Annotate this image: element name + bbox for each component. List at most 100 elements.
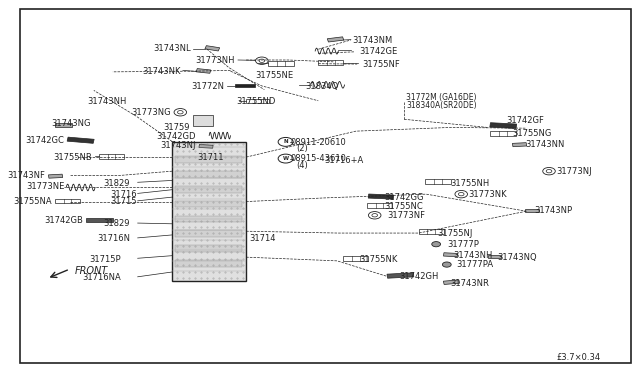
Text: 31715: 31715 <box>110 197 136 206</box>
Circle shape <box>177 110 183 114</box>
Text: 31773NE: 31773NE <box>26 182 65 191</box>
Bar <box>235 84 255 87</box>
Text: 31834Q: 31834Q <box>306 82 339 91</box>
Bar <box>368 194 394 199</box>
Bar <box>318 60 343 65</box>
Circle shape <box>432 241 440 247</box>
Circle shape <box>372 214 378 217</box>
Text: 31743NN: 31743NN <box>525 140 564 149</box>
Text: 31742GC: 31742GC <box>26 136 65 145</box>
Bar <box>175 231 242 237</box>
Text: 31829: 31829 <box>104 219 130 228</box>
Bar <box>175 201 242 208</box>
Circle shape <box>458 192 464 196</box>
Text: 31773NK: 31773NK <box>468 190 508 199</box>
Text: 31743NJ: 31743NJ <box>161 141 196 151</box>
Bar <box>55 124 72 127</box>
Bar <box>49 174 63 178</box>
Text: 31742GF: 31742GF <box>506 116 544 125</box>
Bar <box>86 218 113 222</box>
Bar <box>419 230 444 234</box>
Bar <box>175 216 242 222</box>
Text: 31743NQ: 31743NQ <box>497 253 536 262</box>
Text: 31714: 31714 <box>250 234 276 243</box>
Text: 31743NM: 31743NM <box>353 36 393 45</box>
Text: £3.7×0.34: £3.7×0.34 <box>557 353 601 362</box>
Bar <box>55 199 80 203</box>
Bar <box>425 179 451 184</box>
Text: 31755ND: 31755ND <box>237 97 276 106</box>
Bar <box>367 203 392 208</box>
Bar <box>490 123 516 128</box>
Text: 31716+A: 31716+A <box>324 156 364 165</box>
Bar <box>172 141 246 280</box>
Text: (4): (4) <box>296 161 308 170</box>
Text: 31742GG: 31742GG <box>384 193 424 202</box>
Text: 31742GE: 31742GE <box>359 47 397 56</box>
Text: 31755NC: 31755NC <box>384 202 423 211</box>
Bar <box>513 142 527 147</box>
Text: 31742GD: 31742GD <box>157 132 196 141</box>
Bar <box>246 99 269 103</box>
Bar <box>196 68 211 73</box>
Text: 31772M (GA16DE): 31772M (GA16DE) <box>406 93 477 102</box>
Text: 31755NF: 31755NF <box>362 60 400 69</box>
Bar <box>99 154 124 158</box>
Bar <box>205 46 220 51</box>
Circle shape <box>455 190 467 198</box>
Text: 31716NA: 31716NA <box>82 273 121 282</box>
Text: 31743NK: 31743NK <box>142 67 180 76</box>
Circle shape <box>442 262 451 267</box>
Text: 31743NR: 31743NR <box>450 279 489 288</box>
Text: 31742GB: 31742GB <box>44 216 83 225</box>
Text: 31755NB: 31755NB <box>54 153 93 161</box>
Text: 31773NG: 31773NG <box>131 108 171 117</box>
Text: 31755NJ: 31755NJ <box>437 228 473 238</box>
Bar <box>268 61 294 66</box>
Text: 31743NF: 31743NF <box>8 171 45 180</box>
Text: 08911-20610: 08911-20610 <box>290 138 346 147</box>
Text: 31743NH: 31743NH <box>88 97 127 106</box>
Bar <box>199 144 213 148</box>
Text: 31773NF: 31773NF <box>387 211 425 220</box>
Bar <box>175 186 242 193</box>
Text: 08915-43610: 08915-43610 <box>290 154 346 163</box>
Circle shape <box>174 109 187 116</box>
Bar <box>343 256 369 261</box>
Text: (2): (2) <box>296 144 308 153</box>
Bar <box>175 260 242 267</box>
Text: FRONT: FRONT <box>75 266 108 276</box>
Circle shape <box>546 170 552 173</box>
Text: 31755NK: 31755NK <box>359 254 397 263</box>
Circle shape <box>278 154 293 163</box>
Text: 31716: 31716 <box>110 190 136 199</box>
Text: 31759: 31759 <box>163 123 189 132</box>
Text: W: W <box>283 156 289 161</box>
Bar <box>175 171 242 178</box>
Text: 31743NH: 31743NH <box>453 251 492 260</box>
Bar <box>444 280 460 285</box>
Text: 31711: 31711 <box>198 153 224 161</box>
Bar <box>327 37 344 42</box>
Text: 318340A(SR20DE): 318340A(SR20DE) <box>406 102 477 110</box>
Text: 31829: 31829 <box>104 179 130 187</box>
Text: 31743NP: 31743NP <box>534 206 573 215</box>
Circle shape <box>369 212 381 219</box>
Text: 31743NL: 31743NL <box>154 44 191 53</box>
Text: 31777P: 31777P <box>447 240 479 249</box>
Circle shape <box>278 137 293 146</box>
Bar <box>490 131 516 137</box>
Text: 31777PA: 31777PA <box>456 260 493 269</box>
Text: 31743NG: 31743NG <box>52 119 92 128</box>
Text: 31755NE: 31755NE <box>255 71 294 80</box>
Text: 31773NJ: 31773NJ <box>557 167 592 176</box>
Bar <box>175 156 242 163</box>
Bar <box>525 209 539 212</box>
Bar <box>444 253 458 257</box>
Text: 31716N: 31716N <box>97 234 130 243</box>
Bar <box>67 137 94 143</box>
Bar <box>193 115 213 126</box>
Circle shape <box>259 59 265 62</box>
Text: 31742GH: 31742GH <box>400 272 439 281</box>
Bar <box>387 273 414 278</box>
